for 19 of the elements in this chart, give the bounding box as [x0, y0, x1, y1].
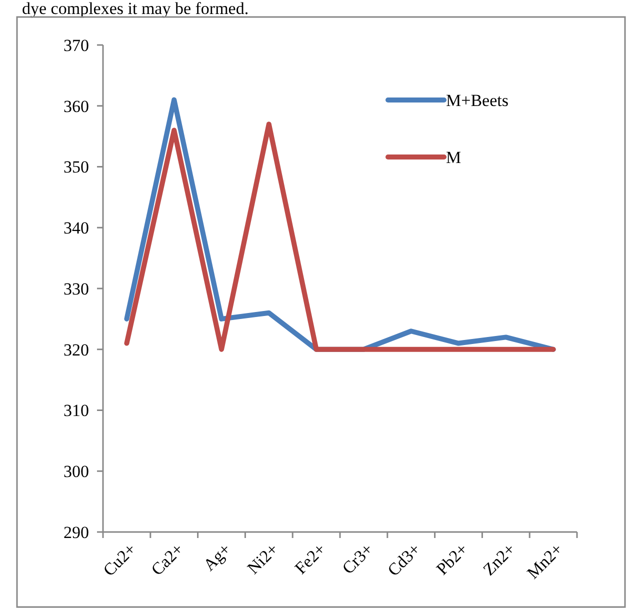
y-tick-label: 290	[64, 522, 89, 542]
y-tick-label: 370	[64, 36, 89, 55]
legend-label: M	[446, 148, 462, 167]
y-tick-label: 300	[64, 462, 89, 482]
y-tick-label: 330	[64, 279, 89, 298]
y-tick-label: 350	[64, 158, 89, 177]
y-tick-label: 320	[64, 340, 89, 360]
x-tick-label: Ag+	[200, 540, 235, 575]
x-tick-label: Cu2+	[99, 540, 140, 580]
legend-label: M+Beets	[446, 90, 508, 110]
y-tick-label: 360	[64, 96, 89, 116]
x-tick-label: Cr3+	[338, 540, 377, 578]
y-tick-label: 340	[64, 218, 89, 238]
x-tick-label: Cd3+	[384, 540, 424, 580]
text: dye complexes it may be formed.	[22, 0, 249, 18]
y-tick-label: 310	[64, 401, 89, 420]
x-tick-label: Ca2+	[148, 540, 188, 580]
x-tick-label: Ni2+	[244, 540, 282, 578]
x-tick-label: Fe2+	[291, 540, 330, 578]
